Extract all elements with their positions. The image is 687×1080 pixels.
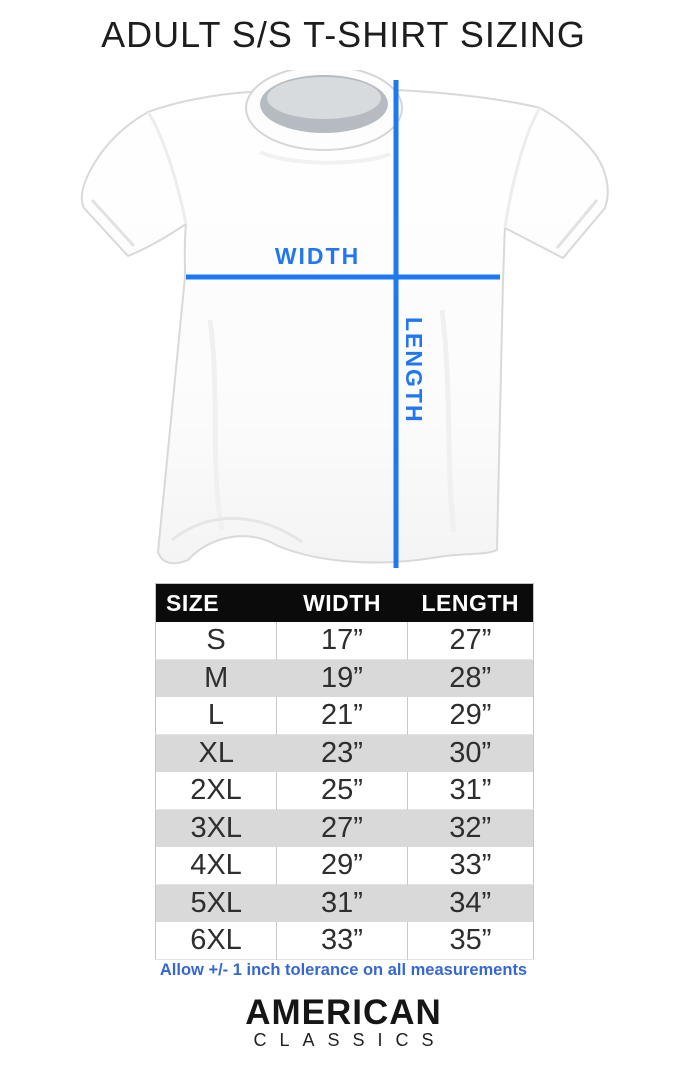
- table-row: 4XL 29” 33”: [155, 847, 534, 885]
- cell-width: 19”: [321, 662, 363, 694]
- table-row: L 21” 29”: [155, 697, 534, 735]
- cell-length: 34”: [449, 887, 492, 919]
- cell-size: 6XL: [190, 924, 242, 956]
- cell-size: 4XL: [190, 849, 242, 881]
- cell-length: 31”: [407, 772, 534, 810]
- cell-length: 30”: [449, 737, 492, 769]
- cell-width: 25”: [276, 772, 408, 810]
- page-title: ADULT S/S T-SHIRT SIZING: [101, 14, 586, 55]
- table-row: 3XL 27” 32”: [155, 809, 534, 847]
- brand-name-classics: CLASSICS: [253, 1030, 447, 1050]
- cell-length: 32”: [449, 812, 492, 844]
- table-row: 5XL 31” 34”: [155, 884, 534, 922]
- cell-size: M: [204, 662, 229, 694]
- tolerance-note: Allow +/- 1 inch tolerance on all measur…: [159, 961, 528, 979]
- cell-size: XL: [198, 737, 234, 769]
- cell-width: 33”: [276, 922, 408, 960]
- cell-length: 35”: [407, 922, 534, 960]
- cell-width: 31”: [321, 887, 363, 919]
- table-row: XL 23” 30”: [155, 734, 534, 772]
- cell-width: 21”: [276, 697, 408, 735]
- cell-size: S: [206, 624, 226, 656]
- header-length: LENGTH: [407, 583, 534, 622]
- table-row: 2XL 25” 31”: [155, 772, 534, 810]
- tshirt-diagram: [60, 70, 630, 580]
- brand-logo: AMERICAN CLASSICS: [0, 993, 687, 1050]
- cell-size: L: [207, 699, 225, 731]
- cell-width: 17”: [276, 622, 408, 660]
- table-row: M 19” 28”: [155, 659, 534, 697]
- cell-size: 2XL: [190, 774, 242, 806]
- cell-length: 29”: [407, 697, 534, 735]
- cell-width: 23”: [321, 737, 363, 769]
- header-width: WIDTH: [276, 583, 408, 622]
- cell-width: 29”: [276, 847, 408, 885]
- cell-length: 28”: [449, 662, 492, 694]
- sizing-table: SIZE WIDTH LENGTH S 17” 27” M 19” 28” L …: [155, 583, 534, 960]
- table-header-row: SIZE WIDTH LENGTH: [155, 583, 534, 622]
- cell-width: 27”: [321, 812, 363, 844]
- width-measure-label: WIDTH: [274, 243, 361, 269]
- table-row: 6XL 33” 35”: [155, 922, 534, 960]
- length-measure-label: LENGTH: [401, 317, 427, 424]
- header-size: SIZE: [155, 583, 277, 622]
- tshirt-illustration: [80, 70, 609, 568]
- cell-length: 27”: [407, 622, 534, 660]
- cell-length: 33”: [407, 847, 534, 885]
- table-row: S 17” 27”: [155, 622, 534, 660]
- cell-size: 5XL: [190, 887, 243, 919]
- brand-name-american: AMERICAN: [245, 993, 442, 1032]
- cell-size: 3XL: [190, 812, 243, 844]
